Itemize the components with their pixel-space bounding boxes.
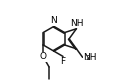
- Text: O: O: [40, 52, 47, 61]
- Text: 2: 2: [86, 55, 90, 61]
- Text: N: N: [51, 16, 57, 25]
- Text: NH: NH: [70, 19, 83, 28]
- Text: NH: NH: [83, 53, 97, 62]
- Text: F: F: [61, 57, 66, 66]
